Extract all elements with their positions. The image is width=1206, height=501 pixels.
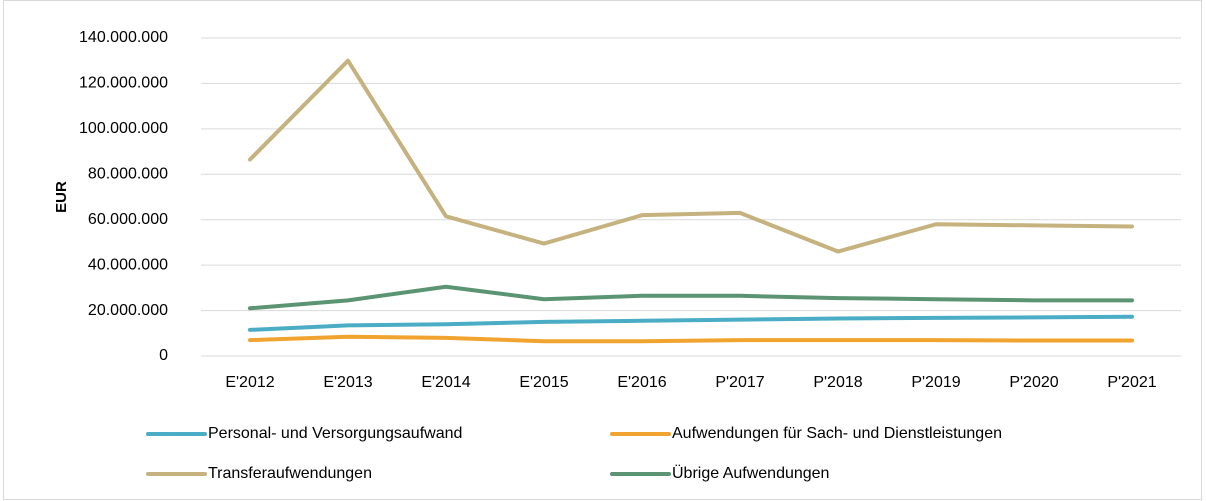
y-tick-label: 120.000.000: [79, 75, 168, 92]
x-tick-label: P'2017: [715, 374, 764, 391]
y-tick-label: 20.000.000: [88, 302, 168, 319]
x-tick-label: P'2019: [911, 374, 960, 391]
legend-label: Transferaufwendungen: [208, 465, 372, 482]
y-tick-label: 0: [159, 347, 168, 364]
x-tick-label: E'2016: [617, 374, 666, 391]
series-line: [248, 314, 1134, 332]
y-tick-label: 80.000.000: [88, 166, 168, 183]
series-line: [248, 284, 1134, 311]
x-tick-label: P'2018: [813, 374, 862, 391]
series-line: [248, 58, 1134, 254]
legend-label: Übrige Aufwendungen: [672, 464, 829, 482]
x-tick-label: E'2015: [519, 374, 568, 391]
x-tick-label: E'2013: [323, 374, 372, 391]
legend-label: Personal- und Versorgungsaufwand: [208, 425, 462, 442]
series-line: [248, 334, 1134, 344]
x-tick-label: E'2014: [421, 374, 470, 391]
chart-frame: [3, 0, 1202, 500]
y-tick-label: 140.000.000: [79, 29, 168, 46]
x-tick-label: P'2021: [1107, 374, 1156, 391]
x-tick-label: E'2012: [225, 374, 274, 391]
y-tick-label: 100.000.000: [79, 120, 168, 137]
y-tick-label: 60.000.000: [88, 211, 168, 228]
legend-label: Aufwendungen für Sach- und Dienstleistun…: [672, 425, 1002, 442]
y-axis-label: EUR: [53, 181, 70, 213]
x-tick-label: P'2020: [1009, 374, 1058, 391]
y-tick-label: 40.000.000: [88, 256, 168, 273]
